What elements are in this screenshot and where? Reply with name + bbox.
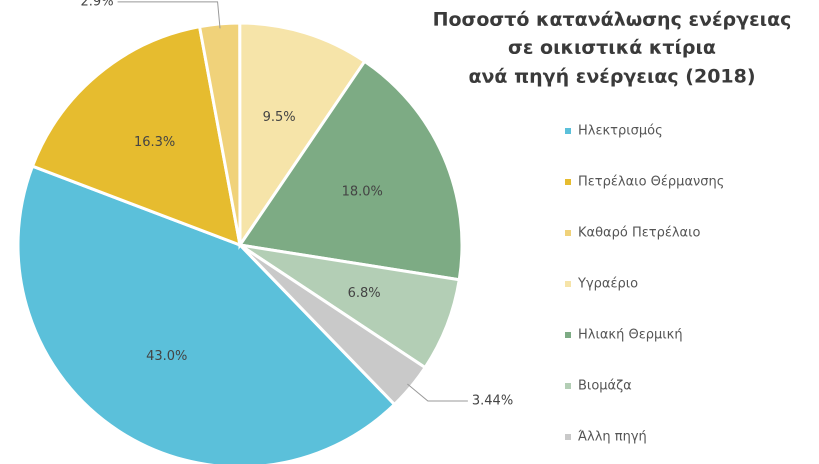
- legend-label: Ηλεκτρισμός: [578, 124, 663, 139]
- legend-marker: [565, 383, 571, 389]
- legend-label: Υγραέριο: [577, 277, 638, 292]
- data-label: 43.0%: [146, 349, 187, 364]
- chart-title: ανά πηγή ενέργειας (2018): [468, 66, 755, 88]
- data-label: 2.9%: [81, 0, 114, 9]
- legend-label: Πετρέλαιο Θέρμανσης: [578, 175, 724, 190]
- legend-label: Καθαρό Πετρέλαιο: [578, 226, 701, 241]
- legend-label: Ηλιακή Θερμική: [578, 328, 683, 343]
- chart-title: Ποσοστό κατανάλωσης ενέργειας: [433, 9, 792, 31]
- data-label: 16.3%: [134, 135, 175, 150]
- legend-label: Άλλη πηγή: [578, 430, 647, 445]
- leader-line: [117, 1, 221, 29]
- pie-slice: [16, 164, 397, 464]
- pie-slice: [238, 21, 367, 250]
- pie-slice: [237, 59, 464, 282]
- data-label: 3.44%: [472, 394, 513, 409]
- legend-marker: [565, 179, 571, 185]
- legend-marker: [565, 434, 571, 440]
- leader-line: [407, 383, 468, 402]
- legend-marker: [565, 332, 571, 338]
- chart-title: σε οικιστικά κτίρια: [508, 37, 716, 59]
- legend-marker: [565, 128, 571, 134]
- legend-marker: [565, 281, 571, 287]
- legend-label: Βιομάζα: [578, 379, 632, 394]
- pie-slice: [30, 24, 242, 248]
- legend-marker: [565, 230, 571, 236]
- data-label: 18.0%: [342, 185, 383, 200]
- data-label: 9.5%: [263, 110, 296, 125]
- data-label: 6.8%: [348, 286, 381, 301]
